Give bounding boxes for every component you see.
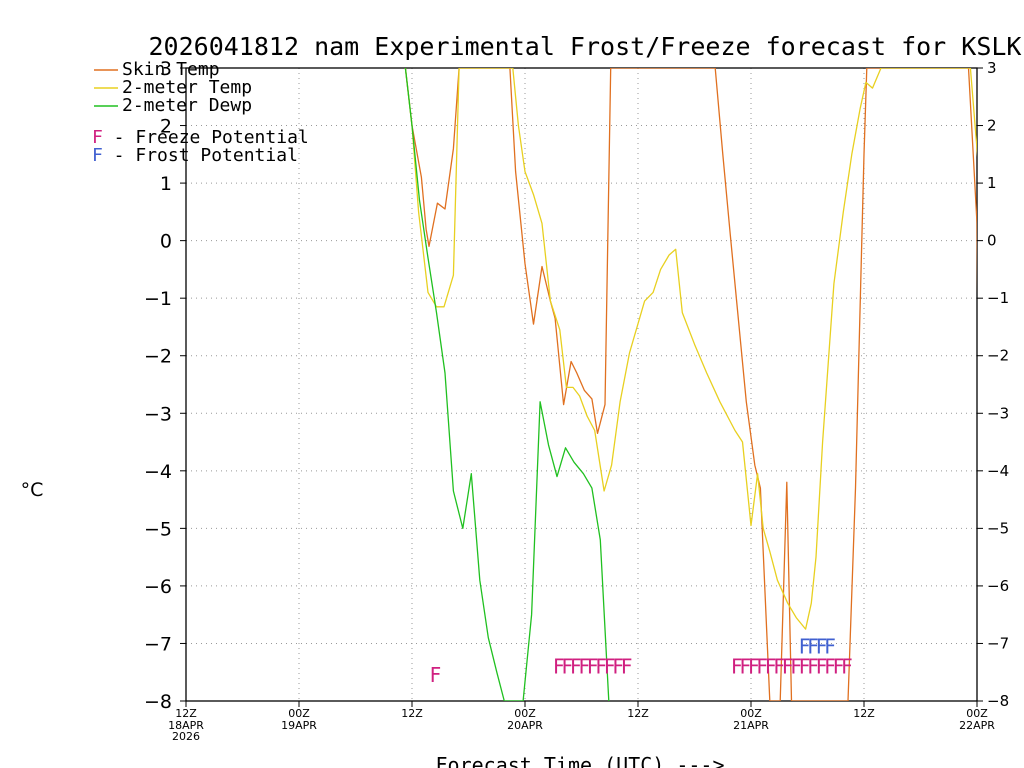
y-tick-label: −5: [144, 518, 172, 540]
y-tick-label: −6: [144, 576, 172, 598]
freeze-marker: F: [765, 654, 777, 678]
plot-frame: [185, 67, 978, 702]
y-tick-label-right: 2: [987, 117, 997, 135]
x-tick-label: 00Z: [966, 707, 988, 720]
series-line-2-meter-temp: [404, 68, 977, 630]
freeze-marker: F: [824, 654, 836, 678]
y-tick-label: −1: [144, 288, 172, 310]
y-tick-label-right: −6: [987, 577, 1009, 595]
x-tick-date-label: 20APR: [507, 719, 543, 732]
x-tick-label: 12Z: [401, 707, 423, 720]
frost-marker: F: [799, 634, 811, 658]
freeze-marker: F: [612, 654, 624, 678]
frost-marker: F: [816, 634, 828, 658]
y-tick-label-right: −4: [987, 462, 1009, 480]
freeze-marker: F: [430, 663, 442, 687]
freeze-marker: F: [807, 654, 819, 678]
legend-note-text: - Freeze Potential: [103, 127, 309, 148]
y-tick-label-right: −5: [987, 519, 1009, 537]
freeze-marker: F: [757, 654, 769, 678]
y-tick-label-right: −3: [987, 404, 1009, 422]
y-tick-label: −3: [144, 403, 172, 425]
freeze-marker: F: [782, 654, 794, 678]
y-tick-label: −4: [144, 461, 172, 483]
y-tick-label-right: −7: [987, 634, 1009, 652]
y-tick-label-right: −8: [987, 692, 1009, 710]
y-tick-label-right: −1: [987, 289, 1009, 307]
y-tick-label: 1: [160, 173, 172, 195]
y-tick-label-right: 1: [987, 174, 997, 192]
x-tick-label: 12Z: [175, 707, 197, 720]
freeze-marker: F: [841, 654, 853, 678]
y-tick-label: 3: [160, 58, 172, 80]
x-tick-date-label: 19APR: [281, 719, 317, 732]
x-tick-label: 12Z: [853, 707, 875, 720]
x-tick-date-label: 2026: [172, 730, 200, 743]
freeze-marker: F: [833, 654, 845, 678]
freeze-marker: F: [579, 654, 591, 678]
legend-note: F - Frost Potential: [92, 145, 298, 166]
x-tick-label: 00Z: [288, 707, 310, 720]
legend-label: Skin Temp: [122, 59, 220, 80]
x-tick-label: 00Z: [514, 707, 536, 720]
x-tick-date-label: 18APR: [168, 719, 204, 732]
chart-title: 2026041812 nam Experimental Frost/Freeze…: [149, 32, 1022, 61]
y-axis: 3 3 2 2 1 1 0 0 −1 −1 −2 −2 −3 −3 −4 −4 −5 −5 −6 −6 −7 −7 −8 −8: [144, 58, 1009, 713]
legend-note-text: - Frost Potential: [103, 145, 298, 166]
legend-label: 2-meter Dewp: [122, 95, 252, 116]
freeze-marker: F: [587, 654, 599, 678]
freeze-marker: F: [731, 654, 743, 678]
freeze-marker: F: [799, 654, 811, 678]
legend-note: F - Freeze Potential: [92, 127, 309, 148]
y-tick-label: −8: [144, 691, 172, 713]
freeze-marker: F: [790, 654, 802, 678]
y-tick-label: 2: [160, 116, 172, 138]
y-tick-label-right: 3: [987, 59, 997, 77]
x-tick-date-label: 21APR: [733, 719, 769, 732]
freeze-marker: F: [553, 654, 565, 678]
frost-marker: F: [824, 634, 836, 658]
x-tick-label: 00Z: [740, 707, 762, 720]
legend-note-letter: F: [92, 145, 103, 166]
freeze-marker: F: [816, 654, 828, 678]
freeze-marker: F: [621, 654, 633, 678]
y-axis-label: °C: [21, 479, 44, 501]
x-axis-label: Forecast Time (UTC) --->: [436, 753, 725, 768]
freeze-marker: F: [562, 654, 574, 678]
y-tick-label: −7: [144, 633, 172, 655]
y-tick-label: −2: [144, 346, 172, 368]
freeze-marker: F: [773, 654, 785, 678]
legend-note-letter: F: [92, 127, 103, 148]
freeze-marker: F: [596, 654, 608, 678]
y-tick-label-right: 0: [987, 232, 997, 250]
y-tick-label: 0: [160, 231, 172, 253]
freeze-marker: F: [740, 654, 752, 678]
freeze-marker: F: [570, 654, 582, 678]
x-tick-date-label: 22APR: [959, 719, 995, 732]
series-layer: [404, 68, 977, 701]
series-line-skin-temp: [404, 68, 977, 701]
freeze-marker: F: [748, 654, 760, 678]
legend-label: 2-meter Temp: [122, 77, 252, 98]
series-line-2-meter-dewp: [404, 68, 610, 701]
freeze-marker: F: [604, 654, 616, 678]
x-tick-label: 12Z: [627, 707, 649, 720]
frost-marker: F: [807, 634, 819, 658]
y-tick-label-right: −2: [987, 347, 1009, 365]
